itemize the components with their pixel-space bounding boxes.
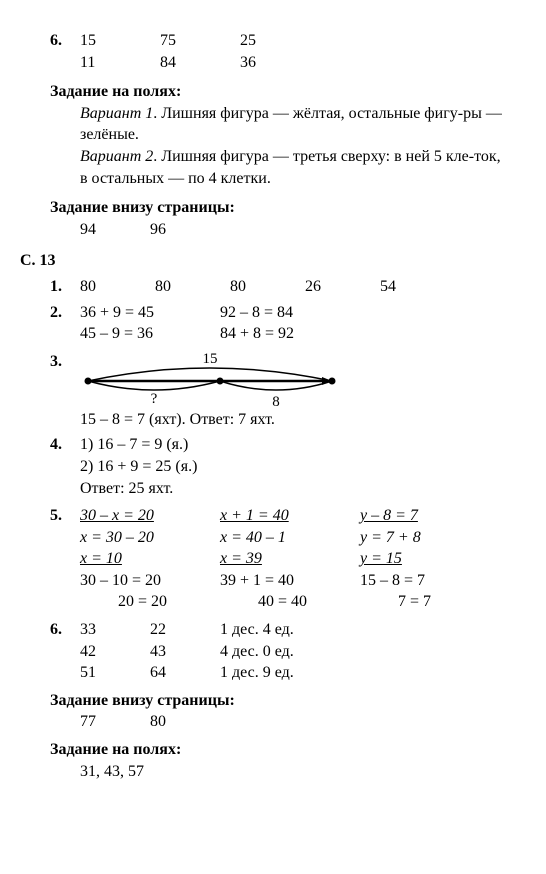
val: 94	[80, 219, 150, 241]
eq: y – 8 = 7	[360, 505, 431, 527]
question-4: 4. 1) 16 – 7 = 9 (я.) 2) 16 + 9 = 25 (я.…	[50, 434, 506, 499]
variant-1: Вариант 1. Лишняя фигура — жёлтая, остал…	[80, 103, 506, 146]
val: 26	[305, 276, 380, 298]
val: 80	[230, 276, 305, 298]
q1-label: 1.	[50, 276, 80, 298]
bottom-label: 8	[272, 394, 280, 409]
question-2: 2. 36 + 9 = 45 45 – 9 = 36 92 – 8 = 84 8…	[50, 302, 506, 345]
question-6-top: 6. 15 75 25 11 84 36	[50, 30, 506, 73]
eq: x = 39	[220, 548, 360, 570]
cell: 1 дес. 9 ед.	[220, 662, 294, 684]
bottom-values: 77 80	[80, 711, 506, 733]
margin-title: Задание на полях:	[50, 81, 506, 103]
val: 80	[80, 276, 155, 298]
q5-cols: 30 – x = 20 x = 30 – 20 x = 10 30 – 10 =…	[80, 505, 431, 613]
eq: y = 7 + 8	[360, 527, 431, 549]
q3-label: 3.	[50, 351, 80, 431]
eq: 30 – 10 = 20	[80, 570, 220, 592]
cell: 42	[80, 641, 150, 663]
page-ref: С. 13	[20, 250, 506, 272]
eq: 15 – 8 = 7	[360, 570, 431, 592]
q5-colA: 30 – x = 20 x = 30 – 20 x = 10 30 – 10 =…	[80, 505, 220, 613]
q6-values: 15 75 25 11 84 36	[80, 30, 256, 73]
bottom-title: Задание внизу страницы:	[50, 690, 506, 712]
q6-label: 6.	[50, 619, 80, 684]
eq: 40 = 40	[220, 591, 360, 613]
val: 96	[150, 219, 166, 241]
question-6: 6. 33 22 1 дес. 4 ед. 42 43 4 дес. 0 ед.…	[50, 619, 506, 684]
cell: 25	[240, 30, 256, 52]
q2-cols: 36 + 9 = 45 45 – 9 = 36 92 – 8 = 84 84 +…	[80, 302, 294, 345]
eq: 84 + 8 = 92	[220, 323, 294, 345]
cell: 1 дес. 4 ед.	[220, 619, 294, 641]
q5-colC: y – 8 = 7 y = 7 + 8 y = 15 15 – 8 = 7 7 …	[360, 505, 431, 613]
q4-label: 4.	[50, 434, 80, 499]
cell: 64	[150, 662, 220, 684]
q3-body: 15 ? 8 15 – 8 = 7 (яхт). Ответ: 7 яхт.	[80, 351, 340, 431]
eq: 7 = 7	[360, 591, 431, 613]
line: 2) 16 + 9 = 25 (я.)	[80, 456, 197, 478]
variant-2: Вариант 2. Лишняя фигура — третья сверху…	[80, 146, 506, 189]
val: 54	[380, 276, 396, 298]
val: 80	[155, 276, 230, 298]
question-5: 5. 30 – x = 20 x = 30 – 20 x = 10 30 – 1…	[50, 505, 506, 613]
cell: 43	[150, 641, 220, 663]
bottom-title: Задание внизу страницы:	[50, 197, 506, 219]
q6-label: 6.	[50, 30, 80, 73]
cell: 75	[160, 30, 240, 52]
q6-body: 33 22 1 дес. 4 ед. 42 43 4 дес. 0 ед. 51…	[80, 619, 294, 684]
eq: 45 – 9 = 36	[80, 323, 220, 345]
line: 1) 16 – 7 = 9 (я.)	[80, 434, 197, 456]
v2-label: Вариант 2	[80, 148, 153, 165]
val: 80	[150, 711, 166, 733]
cell: 51	[80, 662, 150, 684]
val: 77	[80, 711, 150, 733]
eq: x = 30 – 20	[80, 527, 220, 549]
q5-colB: x + 1 = 40 x = 40 – 1 x = 39 39 + 1 = 40…	[220, 505, 360, 613]
eq: x + 1 = 40	[220, 505, 360, 527]
eq: 92 – 8 = 84	[220, 302, 294, 324]
cell: 22	[150, 619, 220, 641]
line: Ответ: 25 яхт.	[80, 478, 197, 500]
cell: 36	[240, 52, 256, 74]
cell: 15	[80, 30, 160, 52]
cell: 4 дес. 0 ед.	[220, 641, 294, 663]
margin-text: 31, 43, 57	[80, 761, 506, 783]
question-1: 1. 80 80 80 26 54	[50, 276, 506, 298]
eq: 30 – x = 20	[80, 505, 220, 527]
q5-label: 5.	[50, 505, 80, 613]
eq: x = 40 – 1	[220, 527, 360, 549]
eq: x = 10	[80, 548, 220, 570]
cell: 11	[80, 52, 160, 74]
q4-lines: 1) 16 – 7 = 9 (я.) 2) 16 + 9 = 25 (я.) О…	[80, 434, 197, 499]
q3-answer: 15 – 8 = 7 (яхт). Ответ: 7 яхт.	[80, 409, 340, 431]
bottom-task-2: Задание внизу страницы: 77 80	[50, 690, 506, 733]
eq: 36 + 9 = 45	[80, 302, 220, 324]
eq: y = 15	[360, 548, 431, 570]
margin-task-1: Задание на полях: Вариант 1. Лишняя фигу…	[50, 81, 506, 189]
margin-task-2: Задание на полях: 31, 43, 57	[50, 739, 506, 782]
bottom-values: 94 96	[80, 219, 506, 241]
q1-values: 80 80 80 26 54	[80, 276, 396, 298]
v1-label: Вариант 1	[80, 105, 153, 122]
cell: 33	[80, 619, 150, 641]
eq: 39 + 1 = 40	[220, 570, 360, 592]
q2-label: 2.	[50, 302, 80, 345]
q-label: ?	[151, 391, 158, 407]
question-3: 3. 15 ? 8 15 – 8 = 7 (яхт). Ответ: 7 яхт…	[50, 351, 506, 431]
top-label: 15	[203, 351, 218, 367]
cell: 84	[160, 52, 240, 74]
margin-title: Задание на полях:	[50, 739, 506, 761]
eq: 20 = 20	[80, 591, 220, 613]
diagram-svg: 15 ? 8	[80, 351, 340, 409]
bottom-task-1: Задание внизу страницы: 94 96	[50, 197, 506, 240]
